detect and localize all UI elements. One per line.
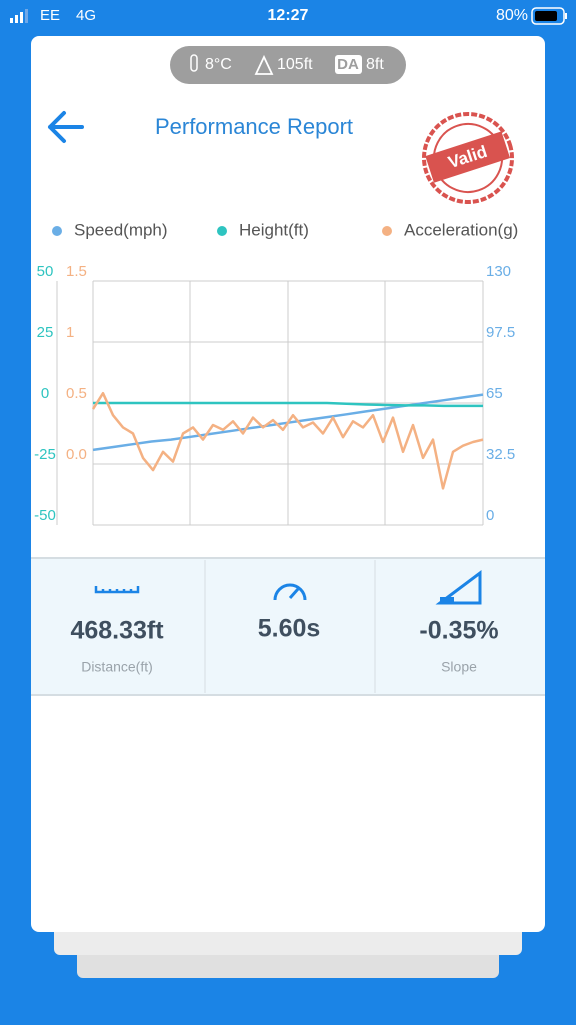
- time: 12:27: [268, 7, 309, 24]
- y-tick-label: -25: [34, 446, 56, 463]
- battery-tip: [565, 13, 567, 19]
- signal-bar: [25, 9, 28, 23]
- y-tick-label: 50: [37, 263, 54, 280]
- chart: 50 25 0 -25 -50 1.5 1 0.5 0.0 130 97.5 65 32.5 0: [34, 263, 515, 526]
- battery-percent: 80%: [496, 7, 528, 24]
- series-line: [93, 401, 483, 408]
- legend-marker: [382, 226, 392, 236]
- battery-icon: [531, 7, 565, 25]
- signal-bar: [15, 15, 18, 23]
- slope-icon-base: [440, 597, 454, 604]
- ruler-icon: [94, 586, 140, 594]
- temperature: 8°C: [205, 56, 232, 73]
- legend-label: Acceleration(g): [404, 220, 518, 239]
- y-tick-label: 25: [37, 324, 54, 341]
- stats-panel: 468.33ft Distance(ft) 5.60s -0.35% Slope: [31, 557, 545, 696]
- page-title: Performance Report: [155, 114, 353, 139]
- y-tick-label: 0: [41, 385, 49, 402]
- gauge-needle: [288, 588, 300, 599]
- y-tick-label: 97.5: [486, 324, 515, 341]
- stamp-ring: [422, 112, 514, 204]
- y-tick-label: 0.5: [66, 385, 87, 402]
- stat-value: 5.60s: [258, 615, 321, 643]
- mountain-icon: [254, 54, 274, 75]
- battery-level: [535, 11, 557, 21]
- da-label: DA: [337, 56, 359, 73]
- stat-value: -0.35%: [419, 617, 498, 645]
- signal-bar: [10, 18, 13, 23]
- series-line: [91, 391, 484, 490]
- y-tick-label: 0.0: [66, 446, 87, 463]
- y-tick-label: 65: [486, 385, 503, 402]
- back-button[interactable]: [48, 111, 84, 143]
- y-tick-label: 1.5: [66, 263, 87, 280]
- legend-marker: [217, 226, 227, 236]
- slope-icon: [435, 570, 482, 605]
- signal-bar: [20, 12, 23, 23]
- altitude: 105ft: [277, 56, 313, 73]
- status-bar: EE 4G 12:27 80%: [10, 7, 567, 25]
- network: 4G: [76, 7, 96, 24]
- y-tick-label: -50: [34, 507, 56, 524]
- density-altitude: 8ft: [366, 56, 384, 73]
- conditions-pill: 8°C 105ft DA 8ft: [170, 46, 406, 84]
- carrier: EE: [40, 7, 60, 24]
- legend-label: Speed(mph): [74, 220, 168, 239]
- y-tick-label: 1: [66, 324, 74, 341]
- y-tick-label: 32.5: [486, 446, 515, 463]
- stats-bg: [31, 558, 545, 695]
- thermometer-icon: [190, 54, 198, 72]
- legend-marker: [52, 226, 62, 236]
- y-tick-label: 130: [486, 263, 511, 280]
- y-tick-label: 0: [486, 507, 494, 524]
- stat-label: Slope: [441, 659, 477, 675]
- stamp-band: [425, 131, 511, 183]
- stat-value: 468.33ft: [70, 617, 164, 645]
- gauge-icon: [273, 583, 307, 601]
- stat-label: Distance(ft): [81, 659, 153, 675]
- legend-label: Height(ft): [239, 220, 309, 239]
- da-badge: [335, 55, 362, 74]
